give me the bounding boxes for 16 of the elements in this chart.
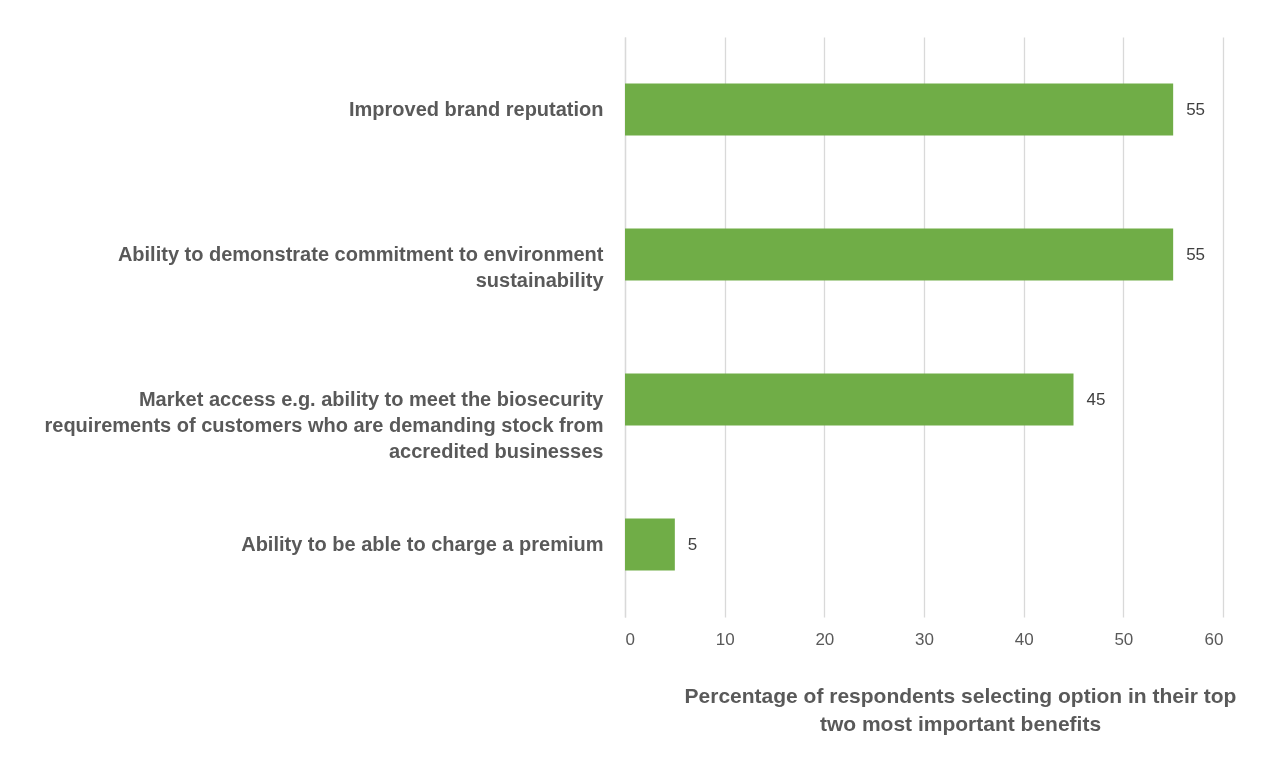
y-tick-label: Improved brand reputation — [349, 97, 604, 120]
data-label: 45 — [1086, 389, 1106, 409]
data-label: 55 — [1186, 244, 1206, 264]
x-tick-label: 50 — [1114, 629, 1134, 649]
x-tick-label: 10 — [715, 629, 735, 649]
x-tick-label: 20 — [815, 629, 835, 649]
data-label: 5 — [687, 534, 698, 554]
y-tick-label: Market access e.g. ability to meet the biosecurity requirements of customers who are demanding stock from accredited businesses — [44, 387, 605, 462]
x-axis-title: Percentage of respondents selecting option in their top two most important benefits — [684, 683, 1237, 735]
x-tick-label: 0 — [625, 629, 635, 649]
x-tick-label: 60 — [1204, 629, 1224, 649]
x-tick-label: 40 — [1014, 629, 1034, 649]
y-tick-label: Ability to demonstrate commitment to environment sustainability — [117, 242, 605, 291]
y-tick-label: Ability to be able to charge a premium — [241, 532, 604, 555]
x-tick-label: 30 — [915, 629, 934, 649]
data-label: 55 — [1186, 99, 1206, 119]
